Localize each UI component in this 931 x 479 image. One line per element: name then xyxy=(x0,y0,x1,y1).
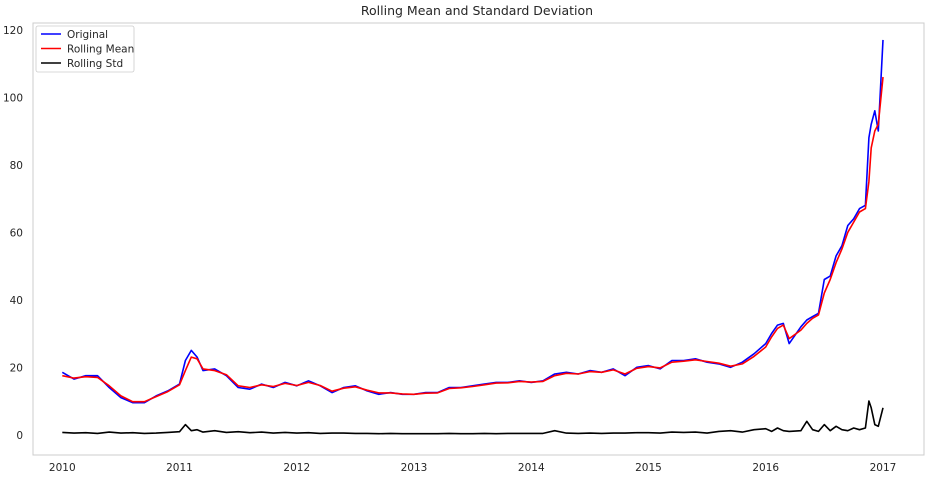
y-tick-label: 80 xyxy=(10,160,23,172)
x-tick-label: 2013 xyxy=(401,462,428,474)
x-axis-ticks: 2010 2011 2012 2013 2014 2015 2016 2017 xyxy=(49,462,896,474)
series-line-rolling-mean xyxy=(62,76,884,403)
y-tick-label: 60 xyxy=(10,227,23,239)
y-tick-label: 120 xyxy=(3,25,23,37)
x-tick-label: 2010 xyxy=(49,462,76,474)
x-tick-label: 2015 xyxy=(635,462,662,474)
y-axis-ticks: 0 20 40 60 80 100 120 xyxy=(3,25,23,442)
y-tick-label: 40 xyxy=(10,295,23,307)
plot-area xyxy=(32,22,925,456)
y-tick-label: 100 xyxy=(3,92,23,104)
series-line-rolling-std xyxy=(62,400,884,435)
legend-label: Rolling Std xyxy=(67,58,123,70)
y-tick-label: 20 xyxy=(10,362,23,374)
x-tick-label: 2014 xyxy=(518,462,545,474)
legend-label: Original xyxy=(67,29,108,41)
y-tick-label: 0 xyxy=(16,430,23,442)
series-layer xyxy=(61,39,884,435)
x-tick-label: 2012 xyxy=(283,462,310,474)
x-tick-label: 2011 xyxy=(166,462,193,474)
chart-title: Rolling Mean and Standard Deviation xyxy=(361,3,593,18)
legend: Original Rolling Mean Rolling Std xyxy=(35,25,135,73)
legend-label: Rolling Mean xyxy=(67,43,134,55)
legend-box xyxy=(35,25,135,73)
x-tick-label: 2016 xyxy=(752,462,779,474)
x-tick-label: 2017 xyxy=(870,462,897,474)
